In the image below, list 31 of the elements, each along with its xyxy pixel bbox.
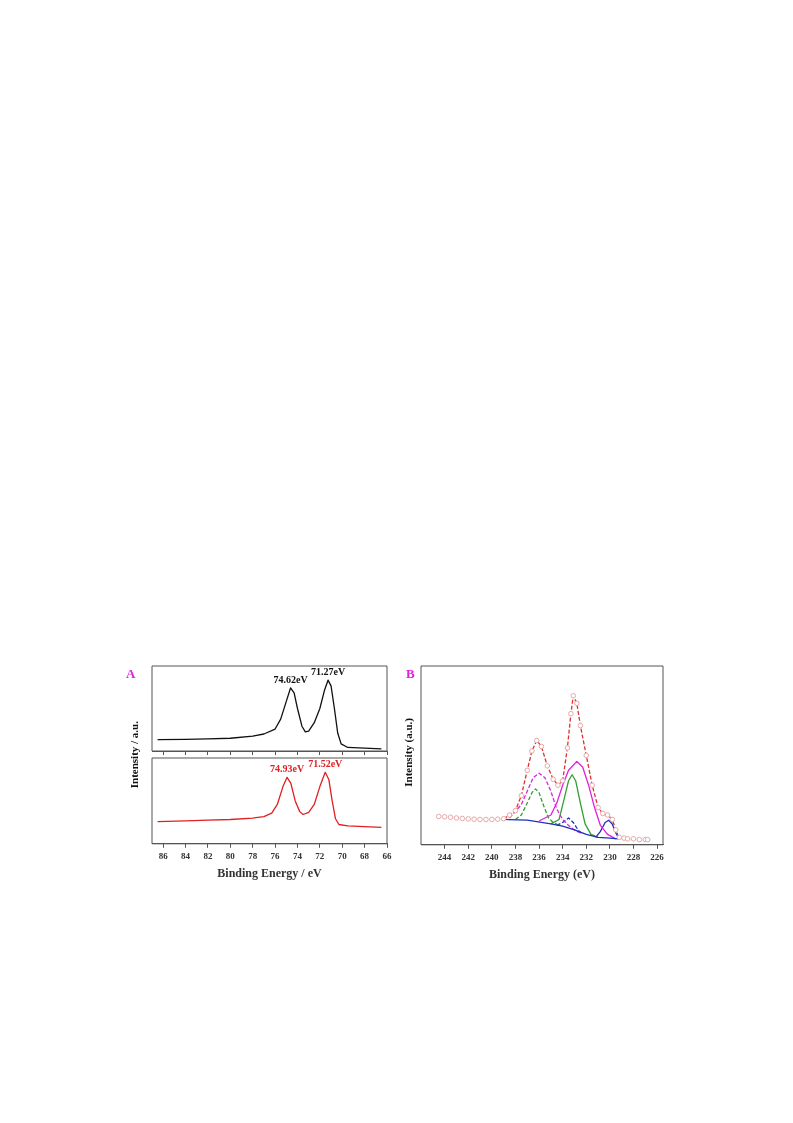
x-tick-label: 82 [203, 850, 213, 861]
x-tick-label: 66 [382, 850, 392, 861]
x-tick-label: 240 [485, 851, 500, 862]
x-tick-label: 84 [181, 850, 191, 861]
x-tick-label: 86 [158, 850, 169, 861]
x-axis-title: Binding Energy / eV [217, 865, 322, 880]
x-tick-label: 68 [360, 850, 370, 861]
y-axis-title: Intensity (a.u.) [402, 717, 414, 787]
annotation: 74.93eV [269, 762, 305, 774]
x-tick-label: 230 [603, 851, 618, 862]
x-tick-label: 80 [225, 850, 236, 861]
x-tick-label: 74 [292, 850, 303, 861]
x-tick-label: 242 [461, 851, 476, 862]
x-tick-label: 244 [437, 851, 452, 862]
y-axis-title: Intensity / a.u. [128, 721, 140, 789]
x-tick-label: 70 [337, 850, 348, 861]
annotation: 71.27eV [310, 665, 346, 677]
x-axis-title: Binding Energy (eV) [488, 866, 596, 881]
chart-title: A [126, 665, 136, 681]
x-tick-label: 234 [555, 851, 570, 862]
x-tick-label: 238 [508, 851, 523, 862]
chart-title: B [406, 665, 415, 681]
x-tick-label: 72 [315, 850, 325, 861]
annotation: 71.52eV [308, 757, 344, 769]
x-tick-label: 226 [650, 851, 665, 862]
x-tick-label: 232 [579, 851, 594, 862]
x-tick-label: 78 [248, 850, 258, 861]
x-tick-label: 236 [532, 851, 547, 862]
annotation: 74.62eV [273, 673, 309, 685]
x-tick-label: 76 [270, 850, 281, 861]
x-tick-label: 228 [626, 851, 641, 862]
